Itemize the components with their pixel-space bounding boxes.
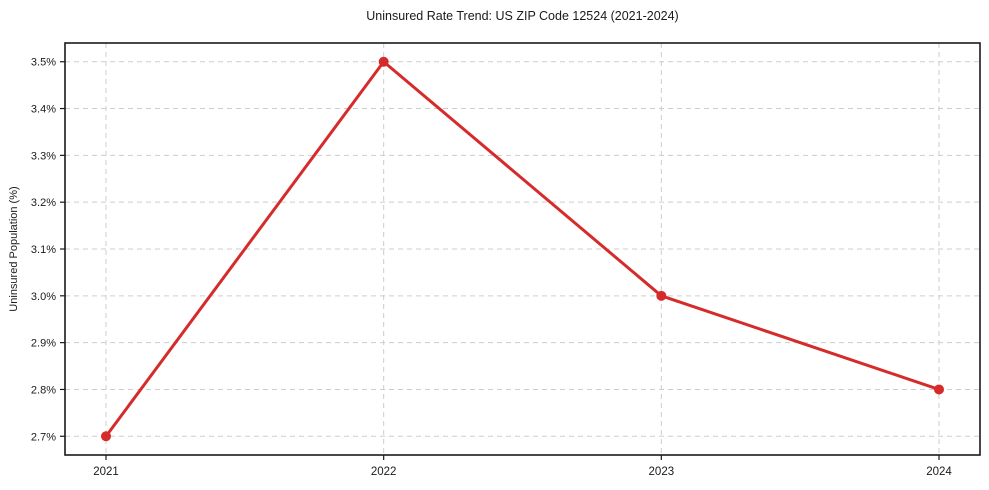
chart-title: Uninsured Rate Trend: US ZIP Code 12524 … — [366, 9, 679, 23]
x-tick-label: 2021 — [93, 466, 119, 478]
plot-border — [64, 42, 981, 456]
y-tick-label: 3.5% — [31, 57, 56, 69]
data-point-marker — [101, 431, 111, 442]
y-tick-label: 2.9% — [31, 338, 56, 350]
x-tick-label: 2024 — [926, 466, 952, 478]
x-tick-label: 2023 — [649, 466, 675, 478]
data-point-marker — [378, 56, 389, 67]
y-tick-label: 2.7% — [31, 431, 56, 443]
data-point-marker — [656, 290, 667, 301]
y-tick-label: 2.8% — [31, 384, 56, 396]
x-tick-label: 2022 — [371, 466, 397, 478]
y-tick-label: 3.3% — [31, 150, 56, 162]
data-point-marker — [934, 384, 944, 395]
y-tick-label: 3.2% — [31, 197, 56, 209]
y-tick-label: 3.0% — [31, 291, 56, 303]
y-tick-label: 3.1% — [31, 244, 56, 256]
trend-line — [104, 60, 941, 438]
y-tick-label: 3.4% — [31, 104, 56, 116]
